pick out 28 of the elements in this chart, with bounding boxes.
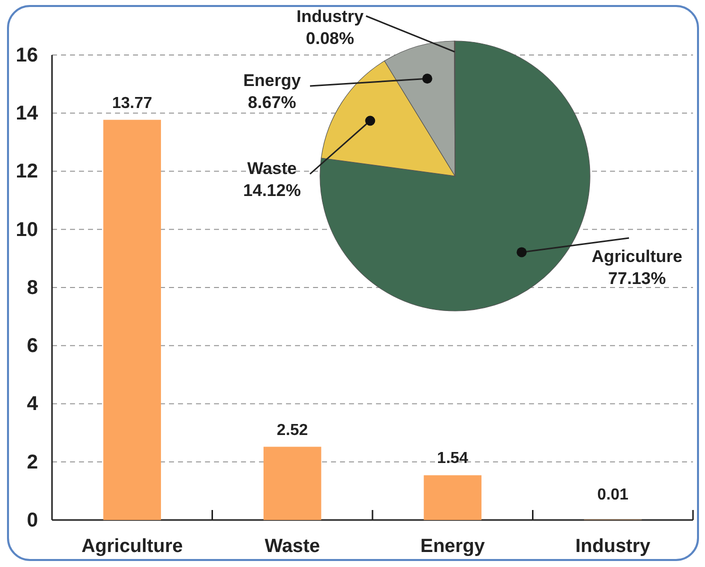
y-tick-label: 12 <box>16 160 38 183</box>
data-label: 1.54 <box>437 450 468 468</box>
slice-label: Agriculture <box>592 247 682 266</box>
x-tick-label: Agriculture <box>81 536 183 557</box>
y-tick-label: 14 <box>16 102 39 125</box>
data-label: 2.52 <box>276 422 308 439</box>
y-tick-label: 2 <box>26 451 38 474</box>
y-tick-label: 10 <box>16 218 38 241</box>
data-label: 0.01 <box>597 486 629 504</box>
y-tick-label: 6 <box>26 335 38 358</box>
x-tick-label: Waste <box>264 536 320 557</box>
x-tick-label: Industry <box>575 536 651 557</box>
slice-label: Energy <box>243 71 302 90</box>
slice-label: Industry <box>296 7 364 26</box>
data-label: 8.67% <box>248 93 296 112</box>
bar <box>264 446 322 520</box>
data-label: 0.08% <box>306 29 354 48</box>
y-tick-label: 0 <box>26 509 38 532</box>
y-tick-label: 16 <box>16 44 38 66</box>
data-label: 13.77 <box>112 94 152 112</box>
x-tick-label: Energy <box>420 536 486 557</box>
y-tick-label: 4 <box>26 393 39 416</box>
slice-label: Waste <box>247 159 297 178</box>
y-tick-label: 8 <box>26 276 38 299</box>
data-label: 77.13% <box>608 269 666 288</box>
bar <box>103 120 161 520</box>
data-label: 14.12% <box>243 181 301 200</box>
bar <box>424 475 482 520</box>
